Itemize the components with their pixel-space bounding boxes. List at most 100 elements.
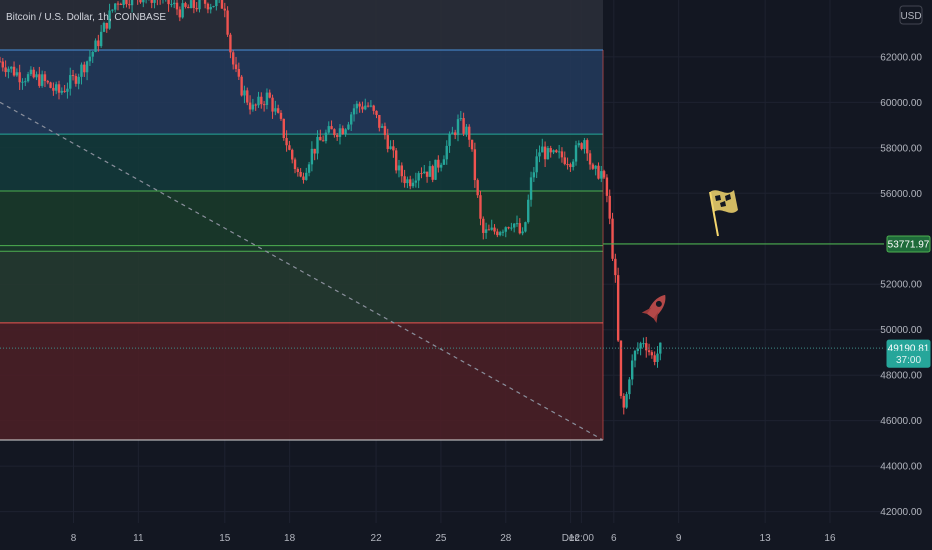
- candle: [122, 0, 125, 9]
- candle: [532, 167, 536, 182]
- candle: [321, 135, 325, 142]
- candle: [586, 138, 589, 161]
- candle: [232, 50, 235, 70]
- candle: [608, 189, 611, 225]
- time-tick-label: 11: [133, 533, 144, 544]
- candle: [260, 92, 263, 109]
- candle: [313, 148, 316, 161]
- candle: [319, 129, 322, 141]
- candle: [170, 0, 173, 8]
- checkered-flag-icon[interactable]: [709, 190, 738, 237]
- time-tick-label: Dec: [562, 533, 580, 544]
- candle: [85, 60, 89, 81]
- candle: [57, 80, 61, 100]
- candle: [198, 0, 201, 13]
- candle: [32, 67, 35, 79]
- candle: [248, 95, 252, 115]
- candle: [282, 118, 285, 141]
- candle: [411, 178, 415, 189]
- trendline-layer[interactable]: [0, 101, 604, 441]
- time-tick-label: 18: [284, 533, 296, 544]
- candle: [125, 0, 128, 8]
- price-tick-label: 56000.00: [880, 189, 922, 200]
- candle: [71, 69, 75, 81]
- candle: [10, 66, 13, 73]
- candle: [650, 350, 654, 359]
- candle: [38, 66, 41, 88]
- candle: [645, 336, 648, 358]
- candle: [597, 162, 600, 180]
- candle: [383, 122, 387, 140]
- currency-button[interactable]: USD: [899, 5, 923, 25]
- candle: [189, 0, 193, 9]
- candle: [366, 102, 370, 108]
- candle: [229, 32, 232, 59]
- overlay-lines: [0, 243, 884, 349]
- candle: [74, 73, 78, 87]
- rocket-icon[interactable]: [641, 290, 673, 323]
- candle: [91, 51, 94, 63]
- candle: [119, 2, 123, 6]
- candle: [538, 145, 541, 163]
- candle: [184, 1, 187, 9]
- candle: [187, 4, 190, 9]
- candle: [397, 159, 401, 178]
- candle: [420, 167, 423, 179]
- candle: [647, 343, 651, 356]
- candle: [560, 147, 564, 163]
- candle: [279, 110, 283, 121]
- candle: [94, 38, 97, 53]
- candle: [178, 6, 182, 22]
- candle: [622, 393, 625, 415]
- candle: [364, 98, 367, 111]
- candle: [116, 1, 120, 11]
- candle: [220, 0, 224, 9]
- candle: [293, 157, 297, 174]
- candle: [546, 145, 550, 160]
- candle: [521, 227, 524, 236]
- candle: [206, 2, 210, 14]
- candle: [437, 155, 440, 173]
- candle: [296, 167, 300, 177]
- candle: [625, 391, 628, 409]
- candle: [414, 172, 418, 188]
- candle: [108, 3, 111, 30]
- candle: [445, 140, 448, 165]
- candle: [524, 221, 527, 233]
- candle: [431, 164, 434, 183]
- candle: [619, 340, 623, 399]
- candle: [341, 125, 344, 135]
- candle: [40, 70, 44, 88]
- candle: [254, 103, 257, 111]
- candle: [375, 110, 378, 119]
- candle: [150, 0, 153, 9]
- candle: [12, 61, 16, 77]
- candle: [552, 149, 555, 155]
- candle: [333, 128, 336, 138]
- candle: [557, 144, 561, 159]
- candle: [80, 62, 83, 85]
- candle: [77, 73, 80, 90]
- fib-zone: [0, 191, 604, 252]
- candle: [515, 215, 519, 227]
- fib-retracement[interactable]: [0, 0, 604, 441]
- candle: [518, 218, 522, 235]
- candle: [504, 226, 507, 238]
- candle: [462, 112, 465, 136]
- candle: [484, 222, 488, 239]
- candle: [338, 124, 342, 145]
- candle: [137, 0, 139, 5]
- candle: [380, 123, 384, 129]
- dashed-trendline[interactable]: [0, 101, 604, 441]
- price-axis[interactable]: 62000.00 60000.00 58000.00 56000.00 52000.00…: [880, 0, 932, 550]
- candle: [63, 84, 66, 93]
- candle: [591, 162, 595, 170]
- svg-text:53771.97: 53771.97: [888, 239, 930, 250]
- candle: [212, 5, 215, 8]
- candle: [611, 212, 614, 261]
- candle: [394, 147, 398, 174]
- price-tick-label: 44000.00: [880, 462, 922, 473]
